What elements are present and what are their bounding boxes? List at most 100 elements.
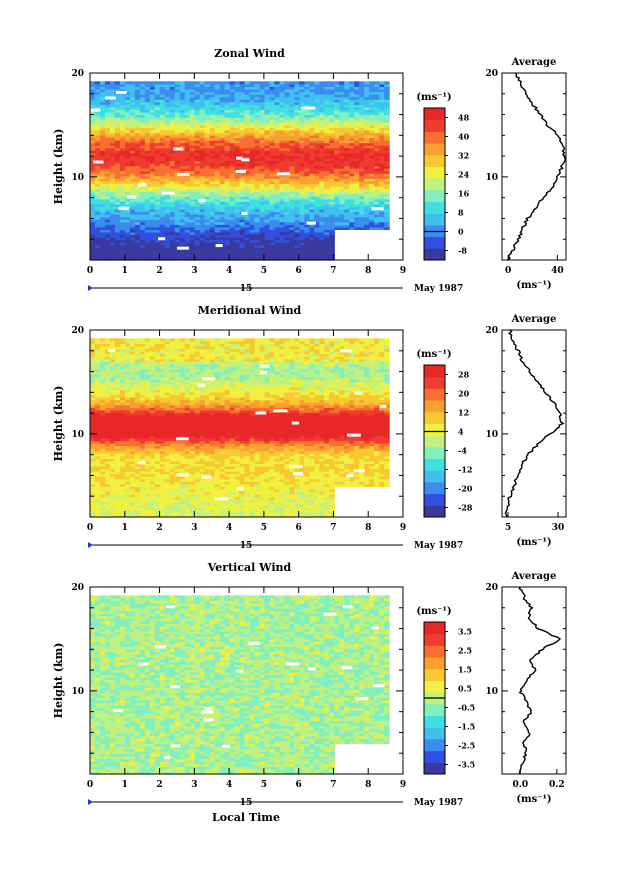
- profile-x-tick: 0.2: [549, 780, 565, 790]
- profile-y-tick: 10: [485, 430, 498, 440]
- colorbar-tick-label: 3.5: [458, 627, 472, 637]
- date-day: 15: [240, 798, 253, 808]
- colorbar-tick-label: -4: [458, 446, 467, 456]
- colorbar-swatch: [424, 458, 445, 471]
- profile-x-tick: 0.0: [512, 780, 528, 790]
- y-tick-label: 10: [71, 687, 84, 697]
- colorbar-swatch: [424, 400, 445, 413]
- colorbar-unit: (ms⁻¹): [416, 606, 451, 617]
- x-tick-label: 1: [122, 266, 128, 276]
- x-tick-label: 1: [122, 523, 128, 533]
- x-tick-label: 7: [330, 266, 336, 276]
- profile-frame: [501, 329, 567, 518]
- x-tick-label: 7: [330, 523, 336, 533]
- y-axis-label: Height (km): [52, 386, 65, 462]
- colorbar-unit: (ms⁻¹): [416, 92, 451, 103]
- average-profile: 20 10 5 30 Average (ms⁻¹): [485, 314, 567, 548]
- x-tick-label: 2: [156, 266, 162, 276]
- colorbar-tick-label: -0.5: [458, 703, 475, 713]
- profile-title: Average: [511, 57, 557, 68]
- date-marker-icon: [88, 542, 93, 548]
- date-day: 15: [240, 541, 253, 551]
- colorbar-swatch: [424, 470, 445, 483]
- panel-vertical: Vertical Wind 0 1 2 3 4 5 6 7 8 9 10 20 Height (km) 15…: [52, 561, 567, 808]
- colorbar-swatch: [424, 213, 445, 226]
- x-tick-label: 5: [261, 780, 267, 790]
- colorbar-tick-label: -20: [458, 484, 473, 494]
- colorbar: 48 40 32 24 16 8 0 -8 (ms⁻¹): [416, 92, 470, 261]
- x-tick-label: 4: [226, 266, 232, 276]
- x-tick-label: 1: [122, 780, 128, 790]
- colorbar-swatch: [424, 143, 445, 156]
- profile-frame: [501, 586, 567, 775]
- profile-x-tick: 30: [552, 523, 565, 533]
- colorbar-swatch: [424, 154, 445, 167]
- colorbar-swatch: [424, 738, 445, 752]
- colorbar-swatch: [424, 668, 445, 681]
- colorbar-tick-label: 24: [458, 170, 470, 180]
- profile-line: [504, 329, 565, 518]
- colorbar-swatch: [424, 750, 445, 763]
- plot-frame: [89, 586, 404, 775]
- colorbar-swatch: [424, 178, 445, 191]
- x-tick-label: 8: [365, 780, 371, 790]
- x-tick-label: 0: [87, 523, 93, 533]
- colorbar-tick-label: 32: [458, 151, 469, 161]
- colorbar-swatch: [424, 388, 445, 401]
- colorbar: 28 20 12 4 -4 -12 -20 -28 (ms⁻¹): [416, 349, 473, 518]
- colorbar-swatch: [424, 703, 445, 717]
- colorbar-swatch: [424, 505, 445, 518]
- colorbar-tick-label: -2.5: [458, 741, 475, 751]
- profile-x-tick: 40: [551, 266, 564, 276]
- colorbar-swatch: [424, 248, 445, 261]
- x-tick-label: 9: [400, 523, 406, 533]
- colorbar-tick-label: -1.5: [458, 722, 475, 732]
- colorbar-swatch: [424, 236, 445, 249]
- y-tick-label: 20: [71, 69, 84, 79]
- date-month: May 1987: [414, 541, 463, 551]
- profile-unit: (ms⁻¹): [516, 794, 551, 805]
- x-tick-label: 0: [87, 266, 93, 276]
- x-tick-label: 8: [365, 266, 371, 276]
- profile-line: [506, 72, 566, 261]
- x-tick-label: 3: [191, 266, 197, 276]
- y-tick-label: 20: [71, 326, 84, 336]
- panel-title: Vertical Wind: [207, 561, 292, 574]
- colorbar-swatch: [424, 481, 445, 495]
- colorbar-swatch: [424, 131, 445, 144]
- profile-unit: (ms⁻¹): [516, 537, 551, 548]
- x-tick-label: 9: [400, 266, 406, 276]
- x-tick-label: 7: [330, 780, 336, 790]
- profile-title: Average: [511, 571, 557, 582]
- panel-title: Zonal Wind: [214, 47, 285, 60]
- x-tick-label: 2: [156, 523, 162, 533]
- panel-title: Meridional Wind: [198, 304, 302, 317]
- x-tick-label: 6: [296, 523, 302, 533]
- colorbar-swatch: [424, 423, 445, 436]
- x-axis-label: Local Time: [212, 811, 280, 824]
- x-tick-label: 4: [226, 780, 232, 790]
- x-tick-label: 2: [156, 780, 162, 790]
- colorbar-swatch: [424, 633, 445, 646]
- colorbar-tick-label: -12: [458, 465, 472, 475]
- colorbar-tick-label: 16: [458, 189, 470, 199]
- profile-line: [518, 586, 562, 775]
- x-tick-label: 0: [87, 780, 93, 790]
- date-marker-icon: [88, 799, 93, 805]
- panel-zonal: Zonal Wind 0 1 2 3 4 5 6 7 8 9 10 20 Height (km) 15 May…: [52, 47, 567, 294]
- colorbar-tick-label: 0: [458, 227, 464, 237]
- colorbar-swatch: [424, 119, 445, 132]
- profile-y-tick: 20: [485, 326, 498, 336]
- profile-y-tick: 10: [485, 687, 498, 697]
- profile-title: Average: [511, 314, 557, 325]
- profile-frame: [501, 72, 567, 261]
- colorbar-swatch: [424, 727, 445, 740]
- y-tick-label: 20: [71, 583, 84, 593]
- x-tick-label: 3: [191, 523, 197, 533]
- date-month: May 1987: [414, 798, 463, 808]
- y-tick-label: 10: [71, 430, 84, 440]
- profile-y-tick: 20: [485, 69, 498, 79]
- colorbar-swatch: [424, 108, 445, 121]
- y-axis-label: Height (km): [52, 643, 65, 719]
- colorbar-swatch: [424, 715, 445, 728]
